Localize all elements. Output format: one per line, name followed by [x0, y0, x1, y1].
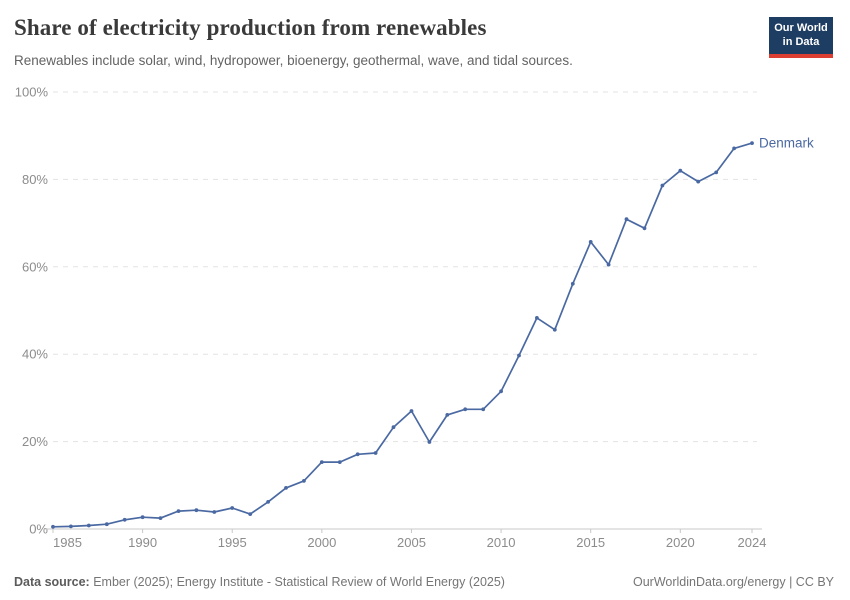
x-tick-label: 2010 — [487, 535, 516, 550]
data-source-text: Ember (2025); Energy Institute - Statist… — [93, 575, 505, 589]
x-tick-label: 1985 — [53, 535, 82, 550]
credit-link[interactable]: OurWorldinData.org/energy | CC BY — [632, 575, 834, 589]
data-source: Data source: Ember (2025); Energy Instit… — [14, 575, 505, 589]
x-tick-label: 2015 — [576, 535, 605, 550]
x-tick-label: 2000 — [307, 535, 336, 550]
logo-text-line1: Our World — [774, 22, 828, 34]
data-line-denmark[interactable] — [52, 142, 753, 528]
series-end-label[interactable]: Denmark — [759, 136, 814, 151]
data-source-label: Data source: — [14, 575, 90, 589]
x-tick-label: 2005 — [397, 535, 426, 550]
x-axis: 1985 1990 1995 2000 2005 2010 2015 2020 2024 — [52, 529, 767, 550]
gridlines — [53, 91, 757, 443]
y-tick-label: 40% — [22, 347, 48, 362]
owid-logo: Our World in Data — [769, 17, 833, 58]
y-tick-label: 80% — [22, 172, 48, 187]
x-tick-label: 2020 — [666, 535, 695, 550]
x-tick-label: 1990 — [128, 535, 157, 550]
chart-footer: Data source: Ember (2025); Energy Instit… — [14, 575, 834, 589]
x-tick-label: 1995 — [218, 535, 247, 550]
y-tick-label: 0% — [29, 522, 48, 537]
y-tick-label: 100% — [15, 85, 49, 100]
logo-text-line2: in Data — [782, 35, 820, 48]
line-chart[interactable]: 0% 20% 40% 60% 80% 100% 1985 1990 1995 2000 2005 20… — [0, 85, 850, 565]
chart-subtitle: Renewables include solar, wind, hydropow… — [14, 53, 573, 68]
y-tick-label: 60% — [22, 259, 48, 274]
x-tick-label: 2024 — [738, 535, 767, 550]
y-tick-label: 20% — [22, 434, 48, 449]
data-points[interactable] — [51, 141, 754, 529]
y-axis-labels: 0% 20% 40% 60% 80% 100% — [15, 85, 49, 537]
page-title: Share of electricity production from ren… — [14, 15, 487, 40]
